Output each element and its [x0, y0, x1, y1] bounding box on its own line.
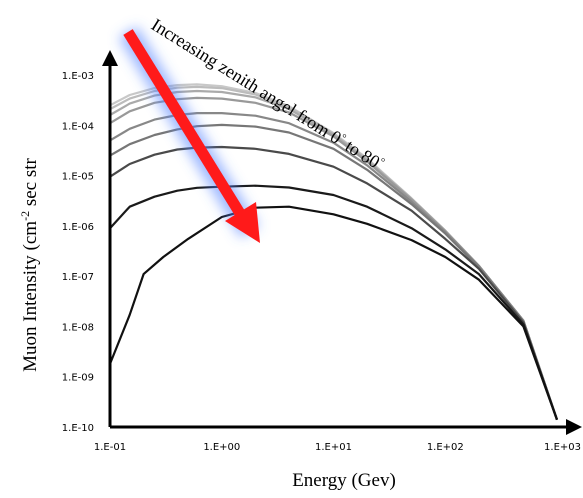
zenith-arrow-head [225, 202, 260, 243]
y-axis-arrowhead [102, 50, 118, 66]
y-tick-label: 1.E-06 [62, 222, 94, 233]
zenith-arrow [118, 26, 260, 243]
x-tick-label: 1.E-01 [94, 442, 126, 453]
series-line-6 [109, 123, 559, 421]
x-axis-arrowhead [566, 419, 582, 435]
y-tick-label: 1.E-05 [62, 172, 94, 183]
x-tick-label: 1.E+02 [427, 442, 464, 453]
y-tick-label: 1.E-10 [62, 423, 94, 434]
y-tick-label: 1.E-07 [62, 272, 94, 283]
y-axis-label-main: Muon Intensity (cm [20, 221, 41, 372]
series-line-9 [108, 205, 559, 421]
y-tick-labels: 1.E-03 1.E-04 1.E-05 1.E-06 1.E-07 1.E-08 1.E-… [62, 71, 94, 434]
y-tick-label: 1.E-08 [62, 322, 94, 333]
x-tick-labels: 1.E-01 1.E+00 1.E+01 1.E+02 1.E+03 [94, 442, 581, 453]
series-line-8 [109, 184, 559, 421]
y-axis-label-sup: -2 [18, 211, 32, 221]
x-tick-label: 1.E+00 [203, 442, 240, 453]
y-tick-label: 1.E-09 [62, 373, 94, 384]
x-tick-label: 1.E+01 [315, 442, 352, 453]
x-axis-label: Energy (Gev) [292, 470, 396, 491]
y-axis-label-rest: sec str [20, 157, 41, 210]
annotation-degree-1: ° [338, 132, 348, 145]
series-line-5 [109, 111, 559, 421]
y-tick-label: 1.E-03 [62, 71, 94, 82]
y-tick-label: 1.E-04 [62, 121, 94, 132]
series-line-7 [109, 145, 559, 421]
y-axis-label: Muon Intensity (cm-2 sec str [18, 157, 41, 371]
zenith-arrow-shaft [123, 29, 246, 218]
x-tick-label: 1.E+03 [544, 442, 581, 453]
annotation-degree-2: ° [377, 156, 387, 169]
